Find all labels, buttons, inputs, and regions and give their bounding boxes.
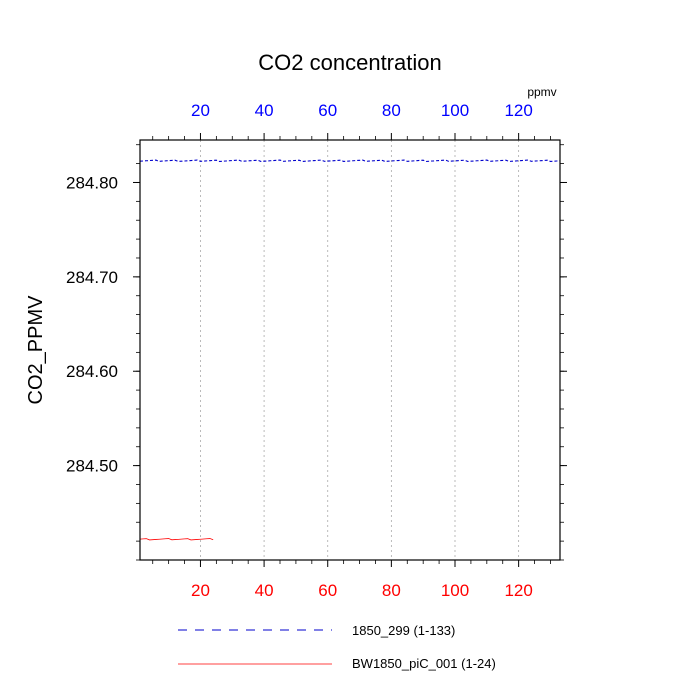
legend-label-series-1: 1850_299 (1-133): [352, 623, 455, 638]
grid-layer: [200, 140, 520, 560]
y-tick-label-284.50: 284.50: [66, 457, 118, 476]
tick-layer: [133, 133, 567, 567]
series-layer: [139, 159, 561, 541]
x-tick-label-top-120: 120: [504, 101, 532, 120]
series-line-2: [139, 538, 214, 541]
y-tick-label-284.80: 284.80: [66, 173, 118, 192]
x-tick-label-top-60: 60: [318, 101, 337, 120]
x-tick-label-bottom-120: 120: [504, 581, 532, 600]
series-line-1: [139, 159, 561, 162]
x-tick-label-top-100: 100: [441, 101, 469, 120]
top-axis-unit: ppmv: [527, 85, 556, 99]
x-tick-label-top-40: 40: [255, 101, 274, 120]
legend: 1850_299 (1-133) BW1850_piC_001 (1-24): [178, 623, 496, 671]
label-layer: 20 20 40 40 60 60 80 80 100 100 120 120 284.50 284.60…: [66, 101, 533, 600]
x-tick-label-top-80: 80: [382, 101, 401, 120]
x-tick-label-top-20: 20: [191, 101, 210, 120]
plot-frame: [139, 139, 561, 561]
x-tick-label-bottom-80: 80: [382, 581, 401, 600]
y-axis-label: CO2_PPMV: [25, 295, 47, 405]
x-tick-label-bottom-60: 60: [318, 581, 337, 600]
y-tick-label-284.70: 284.70: [66, 268, 118, 287]
chart-title: CO2 concentration: [258, 50, 441, 75]
x-tick-label-bottom-40: 40: [255, 581, 274, 600]
legend-label-series-2: BW1850_piC_001 (1-24): [352, 656, 496, 671]
y-tick-label-284.60: 284.60: [66, 362, 118, 381]
x-tick-label-bottom-100: 100: [441, 581, 469, 600]
x-tick-label-bottom-20: 20: [191, 581, 210, 600]
